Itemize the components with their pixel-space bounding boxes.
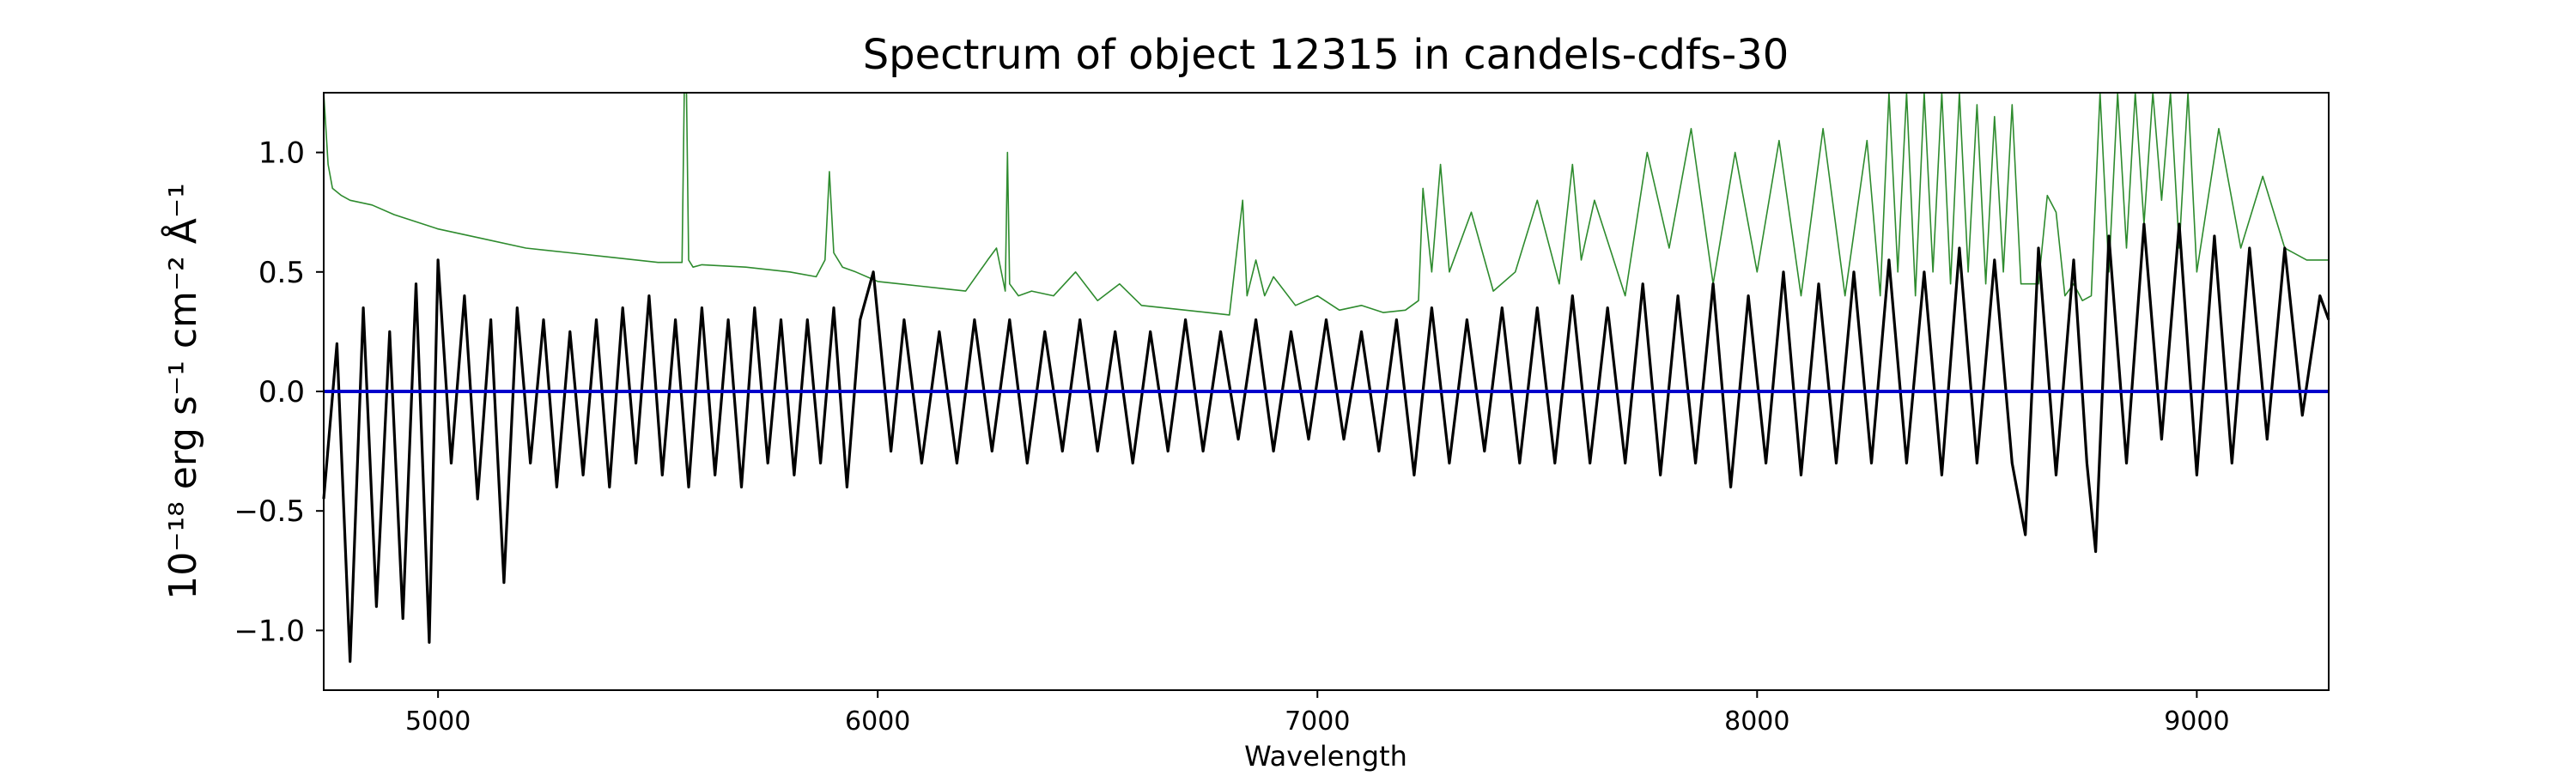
y-axis: −1.0 −0.5 0.0 0.5 1.0 [234, 136, 324, 648]
x-tick-label: 7000 [1285, 706, 1350, 737]
y-tick-label: −0.5 [234, 494, 305, 529]
x-tick-label: 8000 [1724, 706, 1789, 737]
chart-title: Spectrum of object 12315 in candels-cdfs… [863, 31, 1789, 79]
y-tick-label: 0.5 [258, 256, 305, 290]
y-tick-label: −1.0 [234, 614, 305, 648]
x-axis: 5000 6000 7000 8000 9000 [405, 690, 2230, 737]
x-tick-label: 9000 [2164, 706, 2229, 737]
x-axis-label: Wavelength [1244, 740, 1407, 773]
y-tick-label: 1.0 [258, 136, 305, 171]
x-tick-label: 6000 [845, 706, 910, 737]
y-axis-label: 10⁻¹⁸ erg s⁻¹ cm⁻² Å⁻¹ [160, 183, 205, 599]
error-series-line [323, 92, 2329, 316]
series-layer [322, 92, 2330, 664]
flux-series-line [322, 222, 2330, 664]
x-tick-label: 5000 [405, 706, 471, 737]
y-tick-label: 0.0 [258, 375, 305, 409]
